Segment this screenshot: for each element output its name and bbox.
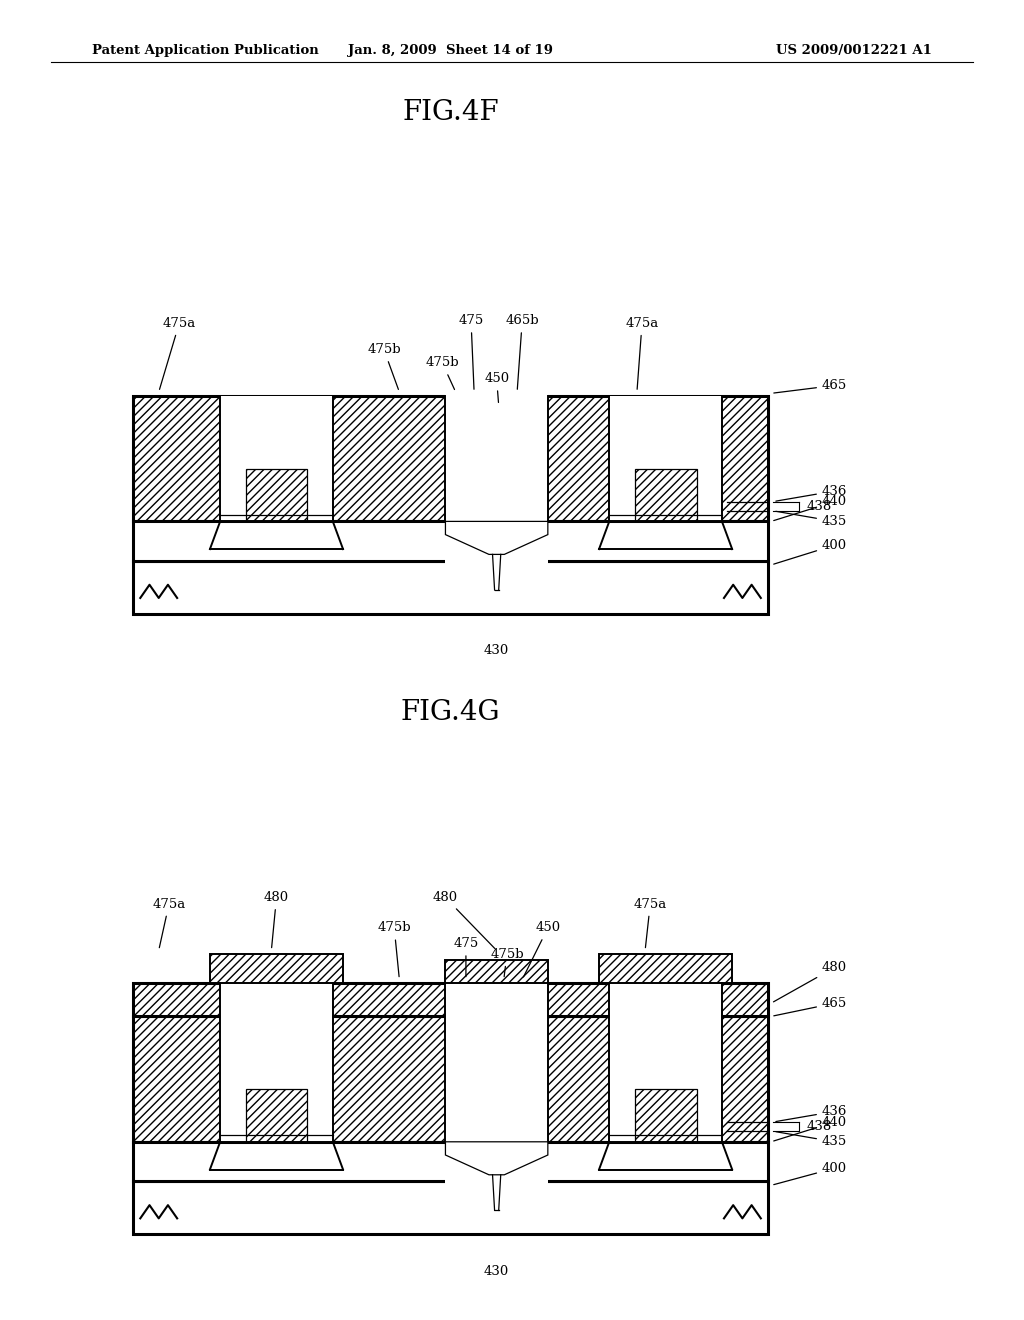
Text: 400: 400 [774, 539, 847, 564]
Text: 475b: 475b [490, 948, 523, 977]
Bar [609, 983, 722, 1142]
Bar [246, 469, 307, 521]
Text: 475b: 475b [368, 343, 400, 389]
Text: 475b: 475b [378, 921, 411, 977]
Bar [133, 521, 768, 561]
Text: 438: 438 [807, 1121, 831, 1133]
Bar [133, 1181, 768, 1234]
Bar [220, 396, 333, 521]
Text: 435: 435 [776, 1131, 847, 1148]
Text: 440: 440 [774, 1115, 847, 1140]
Text: 475a: 475a [626, 317, 658, 389]
Text: 430: 430 [484, 1265, 509, 1278]
Bar [220, 983, 333, 1142]
Text: FIG.4G: FIG.4G [400, 700, 501, 726]
Text: 440: 440 [774, 495, 847, 520]
Bar [133, 396, 768, 521]
Text: 480: 480 [264, 891, 289, 948]
Bar [635, 1089, 696, 1142]
Bar [133, 1016, 768, 1142]
Bar [220, 396, 333, 521]
Text: US 2009/0012221 A1: US 2009/0012221 A1 [776, 44, 932, 57]
Text: 475a: 475a [153, 898, 185, 948]
Bar [133, 1142, 768, 1181]
Bar [599, 954, 732, 983]
Polygon shape [445, 1142, 548, 1175]
Text: 475: 475 [459, 314, 483, 389]
Text: 475: 475 [454, 937, 478, 977]
Text: FIG.4F: FIG.4F [402, 99, 499, 125]
Bar [609, 396, 722, 521]
Bar [133, 561, 768, 614]
Bar [246, 1089, 307, 1142]
Text: 465: 465 [774, 379, 847, 393]
Bar [133, 983, 768, 1016]
Text: Jan. 8, 2009  Sheet 14 of 19: Jan. 8, 2009 Sheet 14 of 19 [348, 44, 553, 57]
Text: 480: 480 [773, 961, 847, 1002]
Text: 465b: 465b [506, 314, 539, 389]
Bar [210, 954, 343, 983]
Text: 438: 438 [807, 500, 831, 512]
Text: 450: 450 [523, 921, 560, 977]
Text: 400: 400 [774, 1162, 847, 1184]
Bar [609, 983, 722, 1142]
Bar [635, 469, 696, 521]
Text: Patent Application Publication: Patent Application Publication [92, 44, 318, 57]
Text: 430: 430 [484, 644, 509, 657]
Text: 480: 480 [433, 891, 495, 948]
Bar [445, 977, 548, 1228]
Text: 475a: 475a [634, 898, 667, 948]
Text: 475b: 475b [426, 356, 459, 389]
Text: 465: 465 [774, 997, 847, 1016]
Text: 435: 435 [776, 511, 847, 528]
Text: 436: 436 [776, 1105, 847, 1122]
Text: 475a: 475a [160, 317, 196, 389]
Polygon shape [445, 521, 548, 554]
Text: 450: 450 [484, 372, 509, 403]
Bar [220, 983, 333, 1142]
Bar [445, 960, 548, 983]
Bar [445, 389, 548, 607]
Text: 436: 436 [776, 484, 847, 502]
Bar [609, 396, 722, 521]
